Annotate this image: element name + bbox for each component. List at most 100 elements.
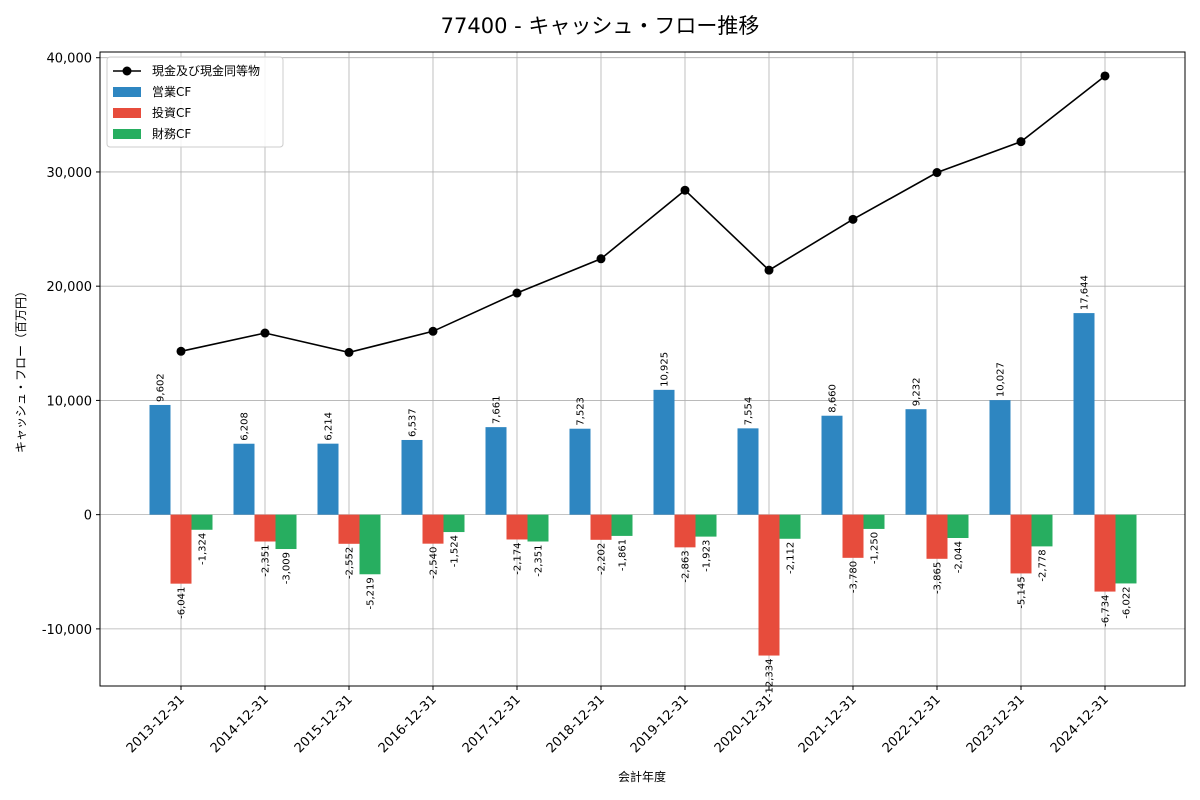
bar-investing <box>170 514 192 584</box>
legend-swatch <box>113 108 141 118</box>
legend-swatch <box>113 87 141 97</box>
y-axis-label: キャッシュ・フロー（百万円） <box>14 285 28 453</box>
x-tick-label: 2024-12-31 <box>1048 692 1112 756</box>
bar-operating <box>653 389 675 515</box>
data-label: -2,552 <box>345 547 356 579</box>
data-label: 7,661 <box>492 395 503 424</box>
chart-title: 77400 - キャッシュ・フロー推移 <box>441 14 760 38</box>
legend-box <box>106 56 284 148</box>
y-axis-ticks: -10,000 0 10,000 20,000 30,000 40,000 <box>42 52 100 638</box>
data-label: -2,778 <box>1038 549 1049 581</box>
bar-financing <box>191 514 213 530</box>
x-tick-label: 2020-12-31 <box>712 692 776 756</box>
data-label: -1,250 <box>870 532 881 564</box>
bar-investing <box>1010 514 1032 574</box>
data-label: -1,861 <box>618 539 629 571</box>
data-label: -6,041 <box>177 587 188 619</box>
data-label: 6,537 <box>408 408 419 437</box>
data-label: -1,524 <box>450 535 461 567</box>
bar-operating <box>821 415 843 515</box>
data-label: 8,660 <box>828 384 839 413</box>
bar-investing <box>674 514 696 548</box>
bar-financing <box>695 514 717 537</box>
bar-operating <box>317 443 339 515</box>
bar-investing <box>842 514 864 558</box>
data-label: 10,027 <box>996 362 1007 397</box>
bar-financing <box>443 514 465 533</box>
x-tick-label: 2022-12-31 <box>880 692 944 756</box>
bar-financing <box>527 514 549 542</box>
bar-investing <box>1094 514 1116 592</box>
bar-operating <box>569 428 591 515</box>
bar-financing <box>779 514 801 539</box>
x-tick-label: 2014-12-31 <box>208 692 272 756</box>
cash-point <box>932 168 942 178</box>
x-tick-label: 2023-12-31 <box>964 692 1028 756</box>
bar-financing <box>1115 514 1137 584</box>
data-label: -3,009 <box>282 552 293 584</box>
bar-operating <box>905 409 927 515</box>
data-label: 6,214 <box>324 412 335 441</box>
cash-line <box>176 71 1110 357</box>
data-label: 9,232 <box>912 378 923 407</box>
cash-point <box>512 288 522 298</box>
x-axis-ticks: 2013-12-31 2014-12-31 2015-12-31 2016-12-31… <box>124 686 1112 756</box>
bar-financing <box>947 514 969 538</box>
data-label: -1,923 <box>702 540 713 572</box>
data-label: -6,022 <box>1122 586 1133 618</box>
bar-investing <box>338 514 360 544</box>
data-label: -2,174 <box>513 542 524 574</box>
cash-point <box>260 328 270 338</box>
bar-investing <box>590 514 612 540</box>
cash-point <box>176 346 186 356</box>
data-label: 6,208 <box>240 412 251 441</box>
cash-point <box>764 265 774 275</box>
data-label: -2,540 <box>429 547 440 579</box>
data-label: 17,644 <box>1080 275 1091 310</box>
bar-financing <box>359 514 381 575</box>
y-tick-label: -10,000 <box>42 623 92 638</box>
data-labels: 9,602 6,208 6,214 6,537 7,661 7,523 10,925 7,55… <box>156 275 1133 697</box>
y-tick-label: 40,000 <box>47 52 93 67</box>
bar-operating <box>401 439 423 515</box>
legend-label: 営業CF <box>152 85 191 99</box>
bars <box>149 313 1137 656</box>
legend-label: 投資CF <box>152 105 191 120</box>
bar-operating <box>989 400 1011 515</box>
bar-investing <box>422 514 444 544</box>
data-label: -2,044 <box>954 541 965 573</box>
x-tick-label: 2017-12-31 <box>460 692 524 756</box>
plot-frame <box>99 51 1186 687</box>
bar-financing <box>275 514 297 550</box>
cash-point <box>344 347 354 357</box>
y-tick-label: 0 <box>84 509 92 524</box>
legend-marker <box>122 66 132 76</box>
bar-operating <box>1073 313 1095 515</box>
data-label: -1,324 <box>198 533 209 565</box>
x-tick-label: 2016-12-31 <box>376 692 440 756</box>
cash-point <box>1016 137 1026 147</box>
x-tick-label: 2018-12-31 <box>544 692 608 756</box>
bar-operating <box>233 443 255 515</box>
data-label: -2,202 <box>597 543 608 575</box>
x-tick-label: 2015-12-31 <box>292 692 356 756</box>
x-tick-label: 2021-12-31 <box>796 692 860 756</box>
bar-operating <box>737 428 759 515</box>
x-axis-label: 会計年度 <box>618 769 666 784</box>
bar-investing <box>758 514 780 656</box>
data-label: -5,219 <box>366 577 377 609</box>
bar-investing <box>254 514 276 542</box>
cash-point <box>1100 71 1110 81</box>
data-label: -5,145 <box>1017 576 1028 608</box>
bar-operating <box>149 404 171 515</box>
y-tick-label: 10,000 <box>47 394 93 409</box>
data-label: 7,554 <box>744 397 755 426</box>
data-label: -12,334 <box>765 659 776 698</box>
legend-label: 財務CF <box>152 126 191 141</box>
data-label: -2,351 <box>534 545 545 577</box>
cash-point <box>596 254 606 264</box>
data-label: 7,523 <box>576 397 587 426</box>
cash-line-path <box>180 75 1106 354</box>
